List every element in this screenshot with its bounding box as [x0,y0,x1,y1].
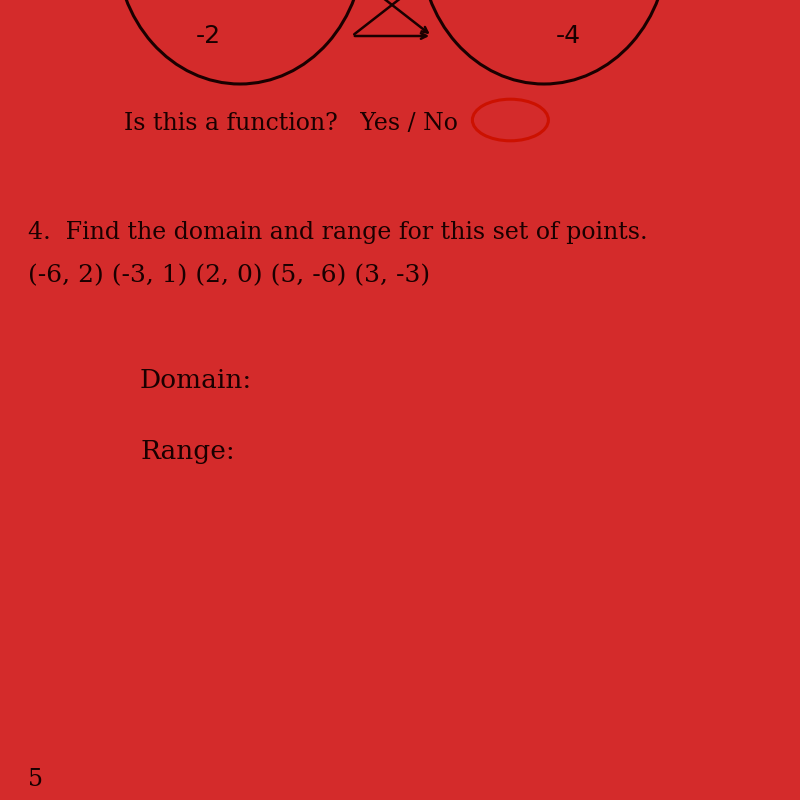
Text: 4.  Find the domain and range for this set of points.: 4. Find the domain and range for this se… [28,221,648,243]
Text: (-6, 2) (-3, 1) (2, 0) (5, -6) (3, -3): (-6, 2) (-3, 1) (2, 0) (5, -6) (3, -3) [28,265,430,287]
Text: Is this a function?   Yes / No: Is this a function? Yes / No [124,113,458,135]
Text: Range:: Range: [140,439,234,465]
Text: Domain:: Domain: [140,367,252,393]
Text: -2: -2 [195,24,221,48]
Text: 5: 5 [28,769,43,791]
Text: -4: -4 [555,24,581,48]
